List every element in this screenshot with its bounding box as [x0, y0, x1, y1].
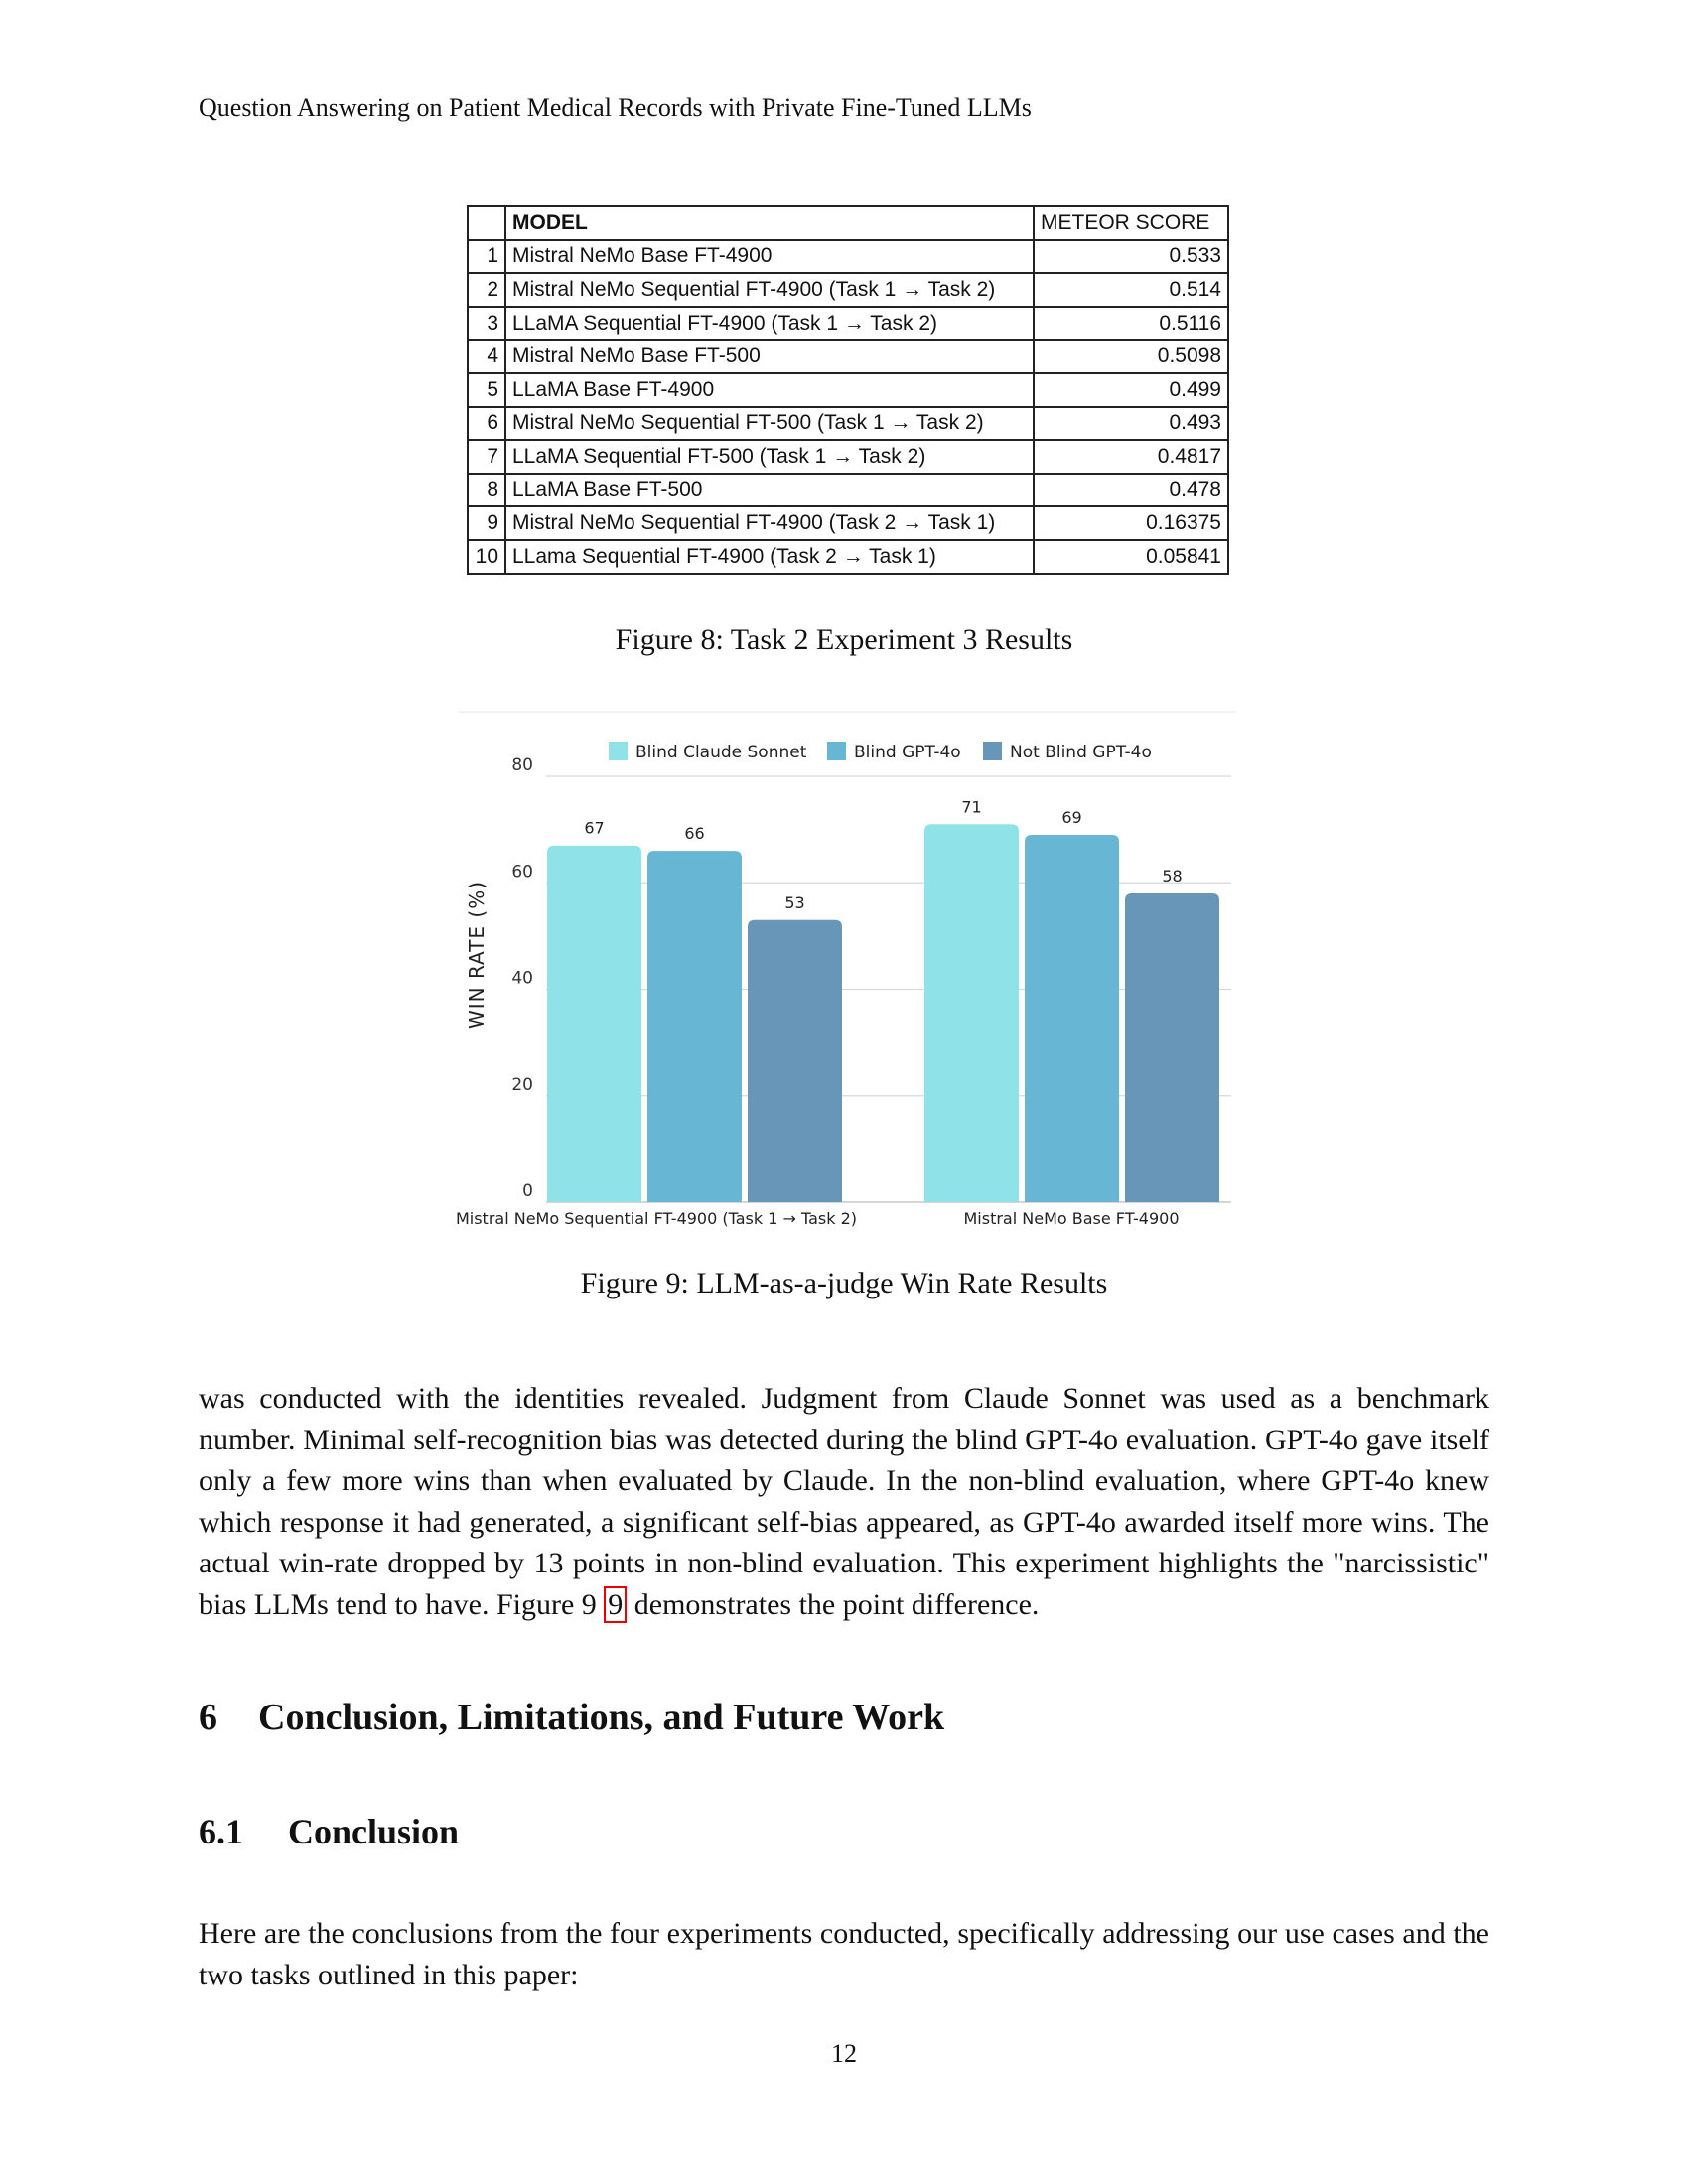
- row-model: Mistral NeMo Sequential FT-4900 (Task 1 …: [504, 272, 1035, 308]
- row-model: Mistral NeMo Base FT-500: [504, 339, 1035, 374]
- legend-swatch: [983, 742, 1002, 760]
- table-header-index: [467, 205, 506, 241]
- y-tick-label: 80: [511, 755, 533, 775]
- row-score: 0.499: [1033, 371, 1229, 408]
- row-index: 7: [467, 439, 506, 475]
- section-number: 6: [199, 1697, 217, 1738]
- results-paragraph: was conducted with the identities reveal…: [199, 1378, 1489, 1626]
- y-tick-label: 0: [522, 1181, 533, 1201]
- row-index: 5: [467, 371, 506, 408]
- row-score: 0.05841: [1033, 538, 1229, 575]
- row-index: 6: [467, 405, 506, 442]
- row-index: 10: [467, 538, 506, 575]
- row-model: Mistral NeMo Base FT-4900: [504, 238, 1035, 275]
- bar: [647, 851, 742, 1202]
- row-index: 8: [467, 472, 506, 508]
- y-tick-label: 60: [511, 862, 533, 882]
- table-header-score: METEOR SCORE: [1033, 205, 1229, 241]
- chart-y-ticks: 0 20 40 60 80: [511, 755, 533, 1201]
- x-category-label: Mistral NeMo Sequential FT-4900 (Task 1 …: [457, 1209, 857, 1228]
- y-tick-label: 20: [511, 1075, 533, 1095]
- section-title: Conclusion, Limitations, and Future Work: [258, 1697, 945, 1738]
- bar-value-label: 66: [684, 824, 704, 843]
- paragraph-text-end: demonstrates the point difference.: [627, 1587, 1040, 1621]
- bar-value-label: 67: [584, 819, 604, 838]
- row-index: 2: [467, 272, 506, 308]
- bar-value-label: 58: [1162, 867, 1182, 886]
- bar-value-label: 53: [784, 893, 804, 912]
- figure-reference-link[interactable]: 9: [604, 1585, 628, 1623]
- win-rate-chart: 0 20 40 60 80 67 66 53 71 69 58 Mistral NeMo Sequ…: [457, 711, 1236, 1228]
- table-row: 4 Mistral NeMo Base FT-500 0.5098: [467, 339, 1229, 374]
- table-row: 9 Mistral NeMo Sequential FT-4900 (Task 2…: [467, 505, 1229, 541]
- row-model: LLama Sequential FT-4900 (Task 2 → Task …: [504, 538, 1035, 575]
- table-row: 2 Mistral NeMo Sequential FT-4900 (Task 1…: [467, 272, 1229, 308]
- row-score: 0.493: [1033, 405, 1229, 442]
- figure9-caption: Figure 9: LLM-as-a-judge Win Rate Result…: [580, 1267, 1108, 1299]
- legend-swatch: [827, 742, 846, 760]
- bar: [1125, 892, 1219, 1202]
- bar-value-label: 69: [1061, 808, 1081, 827]
- subsection-number: 6.1: [199, 1812, 243, 1851]
- row-index: 1: [467, 238, 506, 275]
- legend-swatch: [609, 742, 628, 760]
- row-model: LLaMA Base FT-4900: [504, 371, 1035, 408]
- running-title: Question Answering on Patient Medical Re…: [199, 93, 1032, 122]
- meteor-score-table: MODEL METEOR SCORE 1 Mistral NeMo Base FT…: [467, 205, 1229, 575]
- figure8-caption: Figure 8: Task 2 Experiment 3 Results: [615, 623, 1073, 656]
- bar: [748, 919, 842, 1202]
- row-model: Mistral NeMo Sequential FT-500 (Task 1 →…: [504, 405, 1035, 442]
- chart-x-labels: Mistral NeMo Sequential FT-4900 (Task 1 …: [457, 1209, 1180, 1228]
- chart-data-labels: 67 66 53 71 69 58: [584, 797, 1182, 912]
- table-row: 3 LLaMA Sequential FT-4900 (Task 1 → Task…: [467, 305, 1229, 341]
- row-score: 0.5116: [1033, 305, 1229, 341]
- page-number: 12: [831, 2039, 857, 2068]
- conclusion-intro-paragraph: Here are the conclusions from the four e…: [199, 1917, 1489, 1991]
- row-index: 3: [467, 305, 506, 341]
- row-score: 0.4817: [1033, 439, 1229, 475]
- legend-label: Not Blind GPT-4o: [1010, 743, 1152, 762]
- row-score: 0.16375: [1033, 505, 1229, 541]
- row-model: LLaMA Sequential FT-4900 (Task 1 → Task …: [504, 305, 1035, 341]
- row-score: 0.5098: [1033, 339, 1229, 374]
- row-model: LLaMA Sequential FT-500 (Task 1 → Task 2…: [504, 439, 1035, 475]
- subsection-title: Conclusion: [288, 1812, 460, 1851]
- chart-legend: Blind Claude Sonnet Blind GPT-4o Not Blind…: [609, 742, 1152, 762]
- table-row: 1 Mistral NeMo Base FT-4900 0.533: [467, 238, 1229, 275]
- table-row: 8 LLaMA Base FT-500 0.478: [467, 472, 1229, 508]
- section-heading: 6 Conclusion, Limitations, and Future Wor…: [199, 1696, 944, 1739]
- meteor-table-container: MODEL METEOR SCORE 1 Mistral NeMo Base FT…: [467, 205, 1229, 575]
- row-score: 0.478: [1033, 472, 1229, 508]
- bar: [547, 845, 641, 1202]
- table-row: 5 LLaMA Base FT-4900 0.499: [467, 371, 1229, 408]
- table-row: 7 LLaMA Sequential FT-500 (Task 1 → Task …: [467, 439, 1229, 475]
- table-row: 10 LLama Sequential FT-4900 (Task 2 → Tas…: [467, 538, 1229, 575]
- table-header-model: MODEL: [504, 205, 1035, 241]
- row-model: LLaMA Base FT-500: [504, 472, 1035, 508]
- table-header-row: MODEL METEOR SCORE: [467, 205, 1229, 241]
- row-model: Mistral NeMo Sequential FT-4900 (Task 2 …: [504, 505, 1035, 541]
- bar-value-label: 71: [961, 797, 981, 816]
- row-score: 0.533: [1033, 238, 1229, 275]
- paragraph-text: was conducted with the identities reveal…: [199, 1382, 1489, 1621]
- row-score: 0.514: [1033, 272, 1229, 308]
- legend-label: Blind Claude Sonnet: [635, 743, 807, 762]
- row-index: 4: [467, 339, 506, 374]
- bar: [924, 824, 1019, 1202]
- legend-label: Blind GPT-4o: [854, 743, 961, 762]
- row-index: 9: [467, 505, 506, 541]
- table-row: 6 Mistral NeMo Sequential FT-500 (Task 1 …: [467, 405, 1229, 442]
- bar: [1025, 834, 1119, 1202]
- chart-y-axis-label: WIN RATE (%): [465, 881, 489, 1029]
- chart-bars: [547, 824, 1219, 1202]
- x-category-label: Mistral NeMo Base FT-4900: [963, 1209, 1179, 1228]
- subsection-heading: 6.1 Conclusion: [199, 1811, 459, 1852]
- y-tick-label: 40: [511, 969, 533, 989]
